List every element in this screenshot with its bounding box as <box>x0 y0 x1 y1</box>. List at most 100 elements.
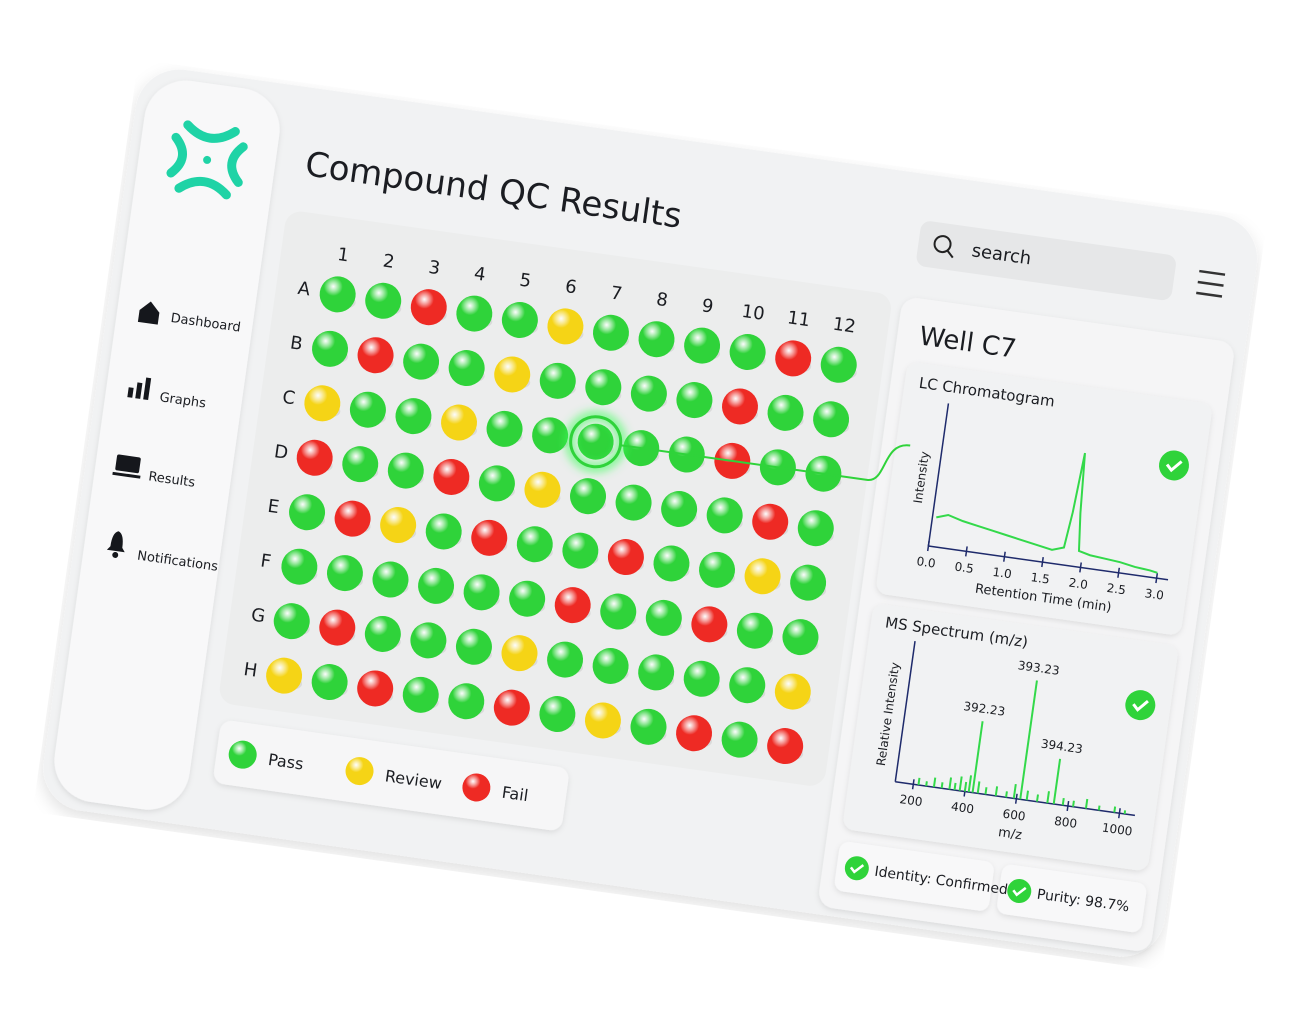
well[interactable] <box>681 658 722 699</box>
well[interactable] <box>537 694 578 735</box>
well[interactable] <box>287 492 328 533</box>
well[interactable] <box>317 274 358 315</box>
well[interactable] <box>446 681 487 722</box>
well[interactable] <box>628 707 669 748</box>
spectrum-peak <box>1097 805 1101 811</box>
well[interactable] <box>636 319 677 360</box>
well[interactable] <box>271 601 312 642</box>
well[interactable] <box>317 607 358 648</box>
well[interactable] <box>560 530 601 571</box>
well[interactable] <box>659 489 700 530</box>
well[interactable] <box>461 572 502 613</box>
well[interactable] <box>613 482 654 523</box>
well[interactable] <box>507 578 548 619</box>
well[interactable] <box>500 300 541 341</box>
well[interactable] <box>697 550 738 591</box>
well[interactable] <box>469 518 510 559</box>
well[interactable] <box>742 556 783 597</box>
well[interactable] <box>568 476 609 517</box>
well[interactable] <box>477 463 518 504</box>
well[interactable] <box>400 675 441 716</box>
well[interactable] <box>279 546 320 587</box>
spectrum-peak <box>1084 798 1089 809</box>
well[interactable] <box>264 655 305 696</box>
well[interactable] <box>719 719 760 760</box>
well[interactable] <box>591 312 632 353</box>
well[interactable] <box>788 562 829 603</box>
well[interactable] <box>378 505 419 546</box>
well[interactable] <box>514 524 555 565</box>
well[interactable] <box>704 495 745 536</box>
well[interactable] <box>750 501 791 542</box>
well[interactable] <box>598 591 639 632</box>
well[interactable] <box>674 380 715 421</box>
well[interactable] <box>651 543 692 584</box>
well[interactable] <box>773 338 814 379</box>
app-panel: Compound QC Results search Well C7 Ident… <box>43 69 1258 957</box>
well[interactable] <box>522 469 563 510</box>
well[interactable] <box>720 386 761 427</box>
well[interactable] <box>727 332 768 373</box>
well[interactable] <box>545 306 586 347</box>
well[interactable] <box>689 604 730 645</box>
search-icon <box>933 235 952 254</box>
well[interactable] <box>530 415 571 456</box>
nav-item[interactable]: Results <box>147 469 196 490</box>
menu-button[interactable] <box>1196 269 1226 298</box>
well[interactable] <box>765 726 806 767</box>
well[interactable] <box>310 329 351 370</box>
search-box[interactable] <box>915 220 1177 301</box>
well[interactable] <box>302 383 343 424</box>
well[interactable] <box>363 614 404 655</box>
well[interactable] <box>545 639 586 680</box>
well[interactable] <box>643 598 684 639</box>
well[interactable] <box>674 713 715 754</box>
well[interactable] <box>355 335 396 376</box>
peak-label: 394.23 <box>1040 737 1084 757</box>
well[interactable] <box>393 396 434 437</box>
well[interactable] <box>294 437 335 478</box>
well[interactable] <box>431 457 472 498</box>
well[interactable] <box>492 687 533 728</box>
well[interactable] <box>332 498 373 539</box>
well[interactable] <box>484 409 525 450</box>
well[interactable] <box>423 511 464 552</box>
well[interactable] <box>765 393 806 434</box>
well[interactable] <box>780 617 821 658</box>
well[interactable] <box>325 553 366 594</box>
well[interactable] <box>772 671 813 712</box>
well[interactable] <box>454 626 495 667</box>
well[interactable] <box>355 668 396 709</box>
well[interactable] <box>811 399 852 440</box>
well[interactable] <box>348 389 389 430</box>
well[interactable] <box>416 566 457 607</box>
well[interactable] <box>408 620 449 661</box>
well[interactable] <box>636 652 677 693</box>
well[interactable] <box>795 508 836 549</box>
well[interactable] <box>606 537 647 578</box>
well[interactable] <box>575 421 616 462</box>
well[interactable] <box>408 287 449 328</box>
well[interactable] <box>552 585 593 626</box>
well[interactable] <box>583 700 624 741</box>
well[interactable] <box>583 367 624 408</box>
well[interactable] <box>727 665 768 706</box>
well[interactable] <box>537 361 578 402</box>
well[interactable] <box>446 348 487 389</box>
well[interactable] <box>454 293 495 334</box>
well[interactable] <box>492 354 533 395</box>
well[interactable] <box>401 341 442 382</box>
well[interactable] <box>682 325 723 366</box>
well[interactable] <box>735 610 776 651</box>
well[interactable] <box>385 450 426 491</box>
well[interactable] <box>340 444 381 485</box>
well[interactable] <box>629 373 670 414</box>
well[interactable] <box>818 344 859 385</box>
well[interactable] <box>590 646 631 687</box>
well[interactable] <box>499 633 540 674</box>
well[interactable] <box>363 280 404 321</box>
well[interactable] <box>370 559 411 600</box>
well[interactable] <box>439 402 480 443</box>
nav-item[interactable]: Graphs <box>159 390 208 411</box>
well[interactable] <box>309 662 350 703</box>
